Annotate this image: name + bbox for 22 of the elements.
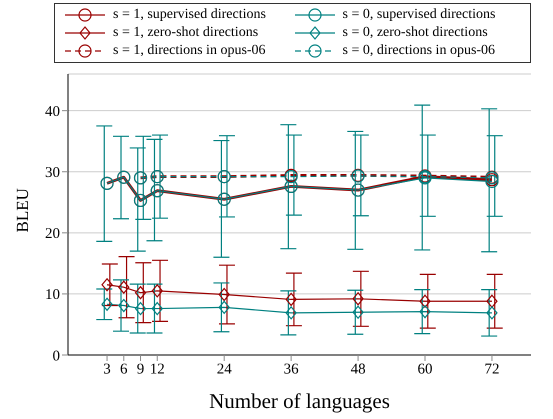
y-tick-label: 20	[45, 226, 60, 242]
x-tick-label: 60	[418, 362, 433, 378]
x-tick-label: 72	[484, 362, 500, 378]
y-axis-title: BLEU	[13, 188, 32, 232]
x-tick-label: 3	[103, 362, 111, 378]
legend-label: s = 1, zero-shot directions	[113, 25, 258, 41]
x-tick-label: 9	[136, 362, 144, 378]
legend-label: s = 0, zero-shot directions	[342, 25, 488, 41]
legend-label: s = 0, directions in opus-06	[342, 43, 496, 59]
x-tick-label: 12	[150, 362, 165, 378]
x-axis-title: Number of languages	[209, 389, 390, 413]
legend-label: s = 1, directions in opus-06	[113, 43, 266, 59]
y-tick-label: 10	[45, 287, 60, 304]
x-tick-label: 36	[284, 362, 300, 378]
x-tick-label: 48	[350, 362, 366, 378]
x-tick-label: 24	[216, 362, 232, 378]
y-tick-label: 40	[45, 104, 60, 120]
y-tick-label: 30	[45, 165, 60, 182]
legend-label: s = 1, supervised directions	[113, 7, 266, 23]
y-tick-label: 0	[52, 348, 60, 364]
x-tick-label: 6	[120, 362, 128, 378]
legend-label: s = 0, supervised directions	[342, 7, 496, 23]
